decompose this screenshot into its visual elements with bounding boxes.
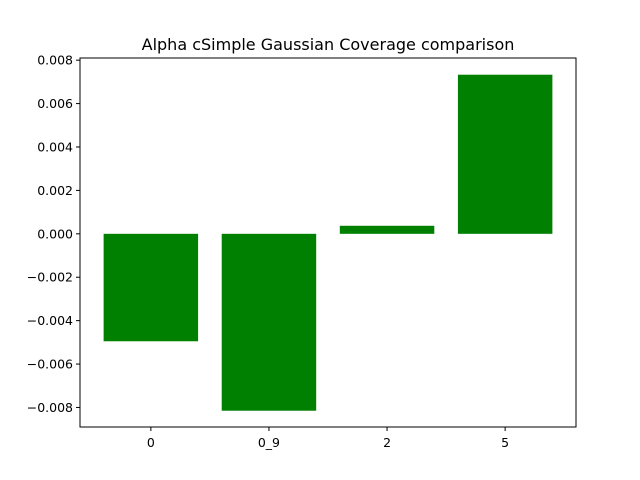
x-axis: 0 0_9 2 5 — [147, 427, 509, 450]
y-tick-label: 0.004 — [37, 139, 73, 154]
plot-frame — [79, 57, 577, 428]
y-tick-label: −0.004 — [27, 313, 73, 328]
y-tick-label: −0.006 — [27, 357, 73, 372]
y-tick-label: 0.002 — [37, 183, 73, 198]
x-tick-label: 5 — [501, 435, 509, 450]
y-axis: −0.008 −0.006 −0.004 −0.002 0.000 0.002 0.004 0… — [27, 53, 80, 415]
bars-group — [103, 74, 553, 411]
y-tick-label: 0.008 — [37, 53, 73, 68]
y-tick-label: 0.006 — [37, 96, 73, 111]
x-tick-label: 2 — [383, 435, 391, 450]
y-tick-label: −0.002 — [27, 270, 73, 285]
bar-0_9 — [221, 233, 317, 411]
x-tick-label: 0_9 — [258, 435, 280, 450]
y-tick-label: 0.000 — [37, 226, 73, 241]
chart-title: Alpha cSimple Gaussian Coverage comparis… — [142, 35, 515, 54]
bar-5 — [457, 74, 553, 234]
y-tick-label: −0.008 — [27, 400, 73, 415]
x-tick-label: 0 — [147, 435, 155, 450]
bar-2 — [339, 225, 435, 234]
bar-0 — [103, 233, 199, 342]
